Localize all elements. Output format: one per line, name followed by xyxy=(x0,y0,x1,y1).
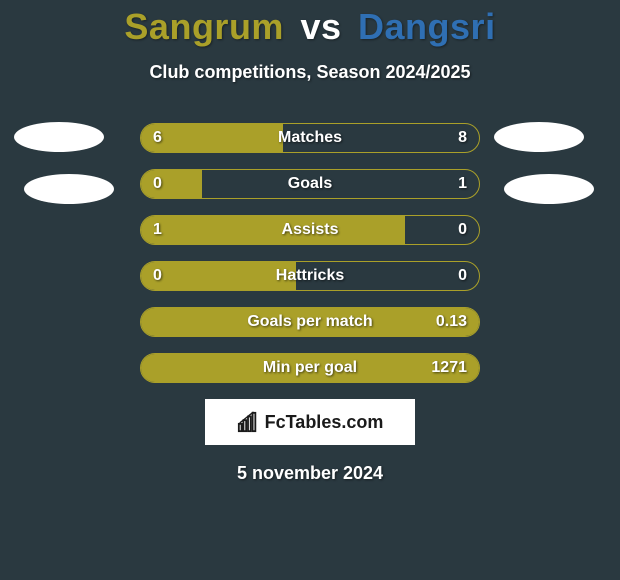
vs-separator: vs xyxy=(300,6,341,47)
comparison-card: Sangrum vs Dangsri Club competitions, Se… xyxy=(0,0,620,580)
stat-row: 1271 Min per goal xyxy=(140,353,480,383)
stat-value-right: 8 xyxy=(458,129,467,147)
stat-value-left: 0 xyxy=(153,175,162,193)
stat-row: 6 8 Matches xyxy=(140,123,480,153)
decorative-ellipse xyxy=(504,174,594,204)
stat-value-right: 0.13 xyxy=(436,313,467,331)
watermark: FcTables.com xyxy=(205,399,415,445)
stat-bar-left xyxy=(141,170,202,198)
stat-label: Matches xyxy=(278,129,342,147)
fctables-logo-icon xyxy=(237,411,259,433)
stat-label: Min per goal xyxy=(263,359,357,377)
player1-name: Sangrum xyxy=(124,6,284,47)
date-stamp: 5 november 2024 xyxy=(0,463,620,484)
watermark-text: FcTables.com xyxy=(265,412,384,433)
player2-name: Dangsri xyxy=(358,6,496,47)
stat-value-right: 1271 xyxy=(431,359,467,377)
subtitle: Club competitions, Season 2024/2025 xyxy=(0,62,620,83)
stat-label: Hattricks xyxy=(276,267,344,285)
decorative-ellipse xyxy=(494,122,584,152)
stat-value-right: 0 xyxy=(458,267,467,285)
stat-value-right: 0 xyxy=(458,221,467,239)
stat-value-left: 0 xyxy=(153,267,162,285)
stat-bar-left xyxy=(141,262,296,290)
decorative-ellipse xyxy=(14,122,104,152)
stat-label: Goals xyxy=(288,175,332,193)
stats-container: 6 8 Matches 0 1 Goals 1 0 Assists 0 0 Hattricks 0.13… xyxy=(0,123,620,383)
stat-value-right: 1 xyxy=(458,175,467,193)
stat-row: 0.13 Goals per match xyxy=(140,307,480,337)
stat-row: 0 1 Goals xyxy=(140,169,480,199)
stat-label: Goals per match xyxy=(247,313,372,331)
stat-label: Assists xyxy=(282,221,339,239)
stat-value-left: 6 xyxy=(153,129,162,147)
stat-row: 1 0 Assists xyxy=(140,215,480,245)
stat-bar-left xyxy=(141,124,283,152)
title: Sangrum vs Dangsri xyxy=(0,0,620,48)
stat-bar-left xyxy=(141,216,405,244)
stat-row: 0 0 Hattricks xyxy=(140,261,480,291)
stat-value-left: 1 xyxy=(153,221,162,239)
decorative-ellipse xyxy=(24,174,114,204)
